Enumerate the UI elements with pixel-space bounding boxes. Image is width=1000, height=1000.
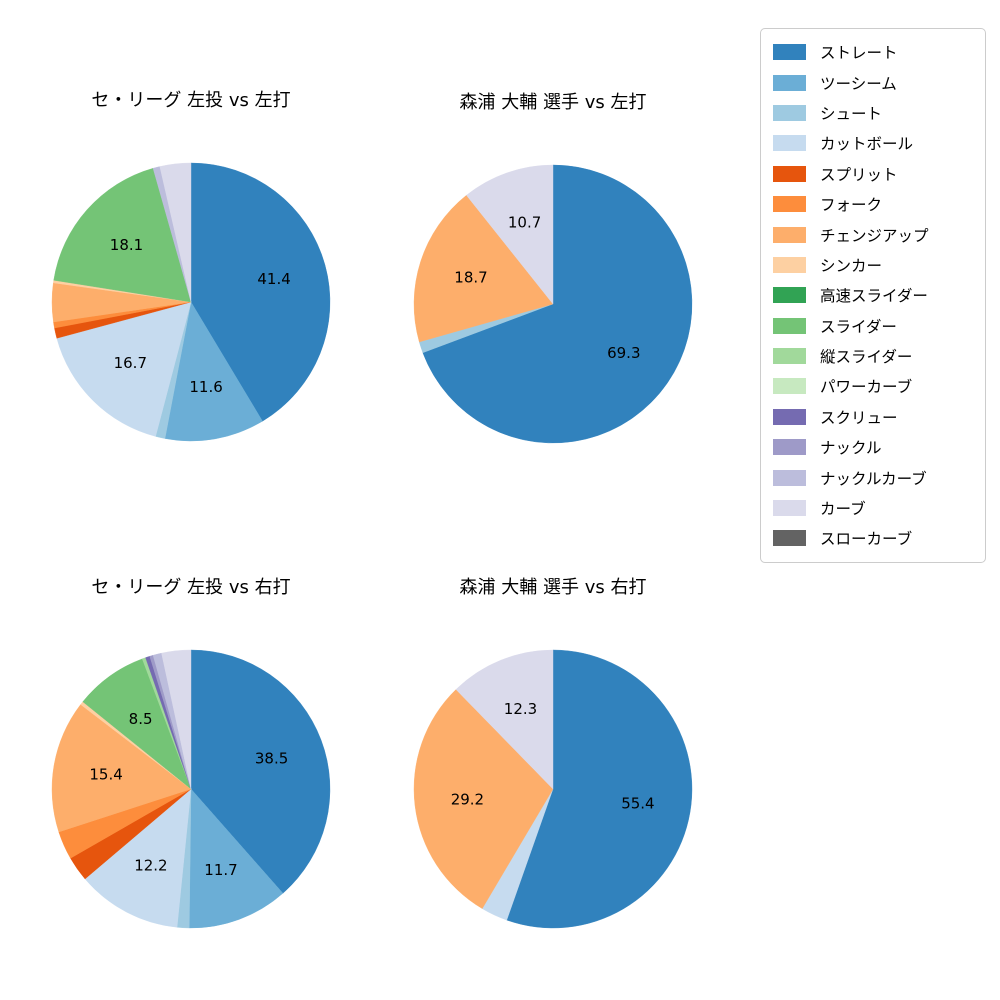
legend-item: シンカー [761, 250, 985, 280]
pie-slice [51, 704, 192, 833]
pie-wrap: 38.5 11.7 12.2 15.4 8.5 [51, 649, 331, 929]
legend-label: 高速スライダー [820, 287, 928, 306]
pie-slice [190, 649, 331, 894]
legend-items: ストレートツーシームシュートカットボール スプリットフォークチェンジアップ シンカー… [761, 37, 985, 554]
pie-slice [422, 164, 693, 444]
chart-title: セ・リーグ 左投 vs 左打 [91, 90, 291, 111]
pie-slice [159, 162, 192, 303]
pie-chart-league-vs-left: セ・リーグ 左投 vs 左打 41.4 11.6 16.7 18.1 [51, 88, 331, 442]
slice-value-label: 69.3 [607, 344, 640, 362]
pie-slice [413, 689, 554, 909]
pie-slice [161, 649, 192, 790]
legend-label: スプリット [820, 165, 898, 184]
legend-item: カットボール [761, 128, 985, 158]
legend: ストレートツーシームシュートカットボール スプリットフォークチェンジアップ シンカー… [760, 28, 986, 563]
legend-label: スライダー [820, 317, 897, 336]
pie-league-vs-right: 38.5 11.7 12.2 15.4 8.5 [51, 649, 331, 929]
legend-label: パワーカーブ [820, 378, 913, 397]
pie-player-vs-left: 69.3 18.7 10.7 [413, 164, 693, 444]
legend-item: パワーカーブ [761, 371, 985, 401]
slice-value-label: 12.3 [504, 700, 537, 718]
slice-value-label: 8.5 [129, 710, 153, 728]
pie-chart-player-vs-left: 森浦 大輔 選手 vs 左打 69.3 18.7 10.7 [413, 90, 693, 444]
pie-slice [189, 788, 284, 929]
legend-item: ナックルカーブ [761, 462, 985, 492]
pie-wrap: 55.4 29.2 12.3 [413, 649, 693, 929]
slice-value-label: 10.7 [508, 214, 541, 232]
legend-label: ツーシーム [820, 74, 897, 93]
slice-value-label: 18.1 [110, 236, 143, 254]
legend-item: 高速スライダー [761, 280, 985, 310]
slice-value-label: 18.7 [454, 269, 487, 287]
legend-swatch [773, 530, 806, 547]
pie-chart-league-vs-right: セ・リーグ 左投 vs 右打 38.5 11.7 12.2 15.4 8.5 [51, 575, 331, 929]
legend-item: スローカーブ [761, 523, 985, 553]
legend-label: シュート [820, 104, 883, 123]
legend-swatch [773, 408, 806, 425]
pie-wrap: 41.4 11.6 16.7 18.1 [51, 162, 331, 442]
slice-value-label: 11.6 [189, 378, 222, 396]
legend-swatch [773, 317, 806, 334]
legend-swatch [773, 348, 806, 365]
pie-slice [466, 164, 554, 305]
slice-value-label: 16.7 [114, 354, 147, 372]
slice-value-label: 12.2 [134, 856, 167, 874]
pie-slice [84, 788, 192, 928]
pie-slice [56, 301, 192, 437]
legend-label: ナックルカーブ [820, 469, 927, 488]
legend-swatch [773, 500, 806, 517]
legend-swatch [773, 256, 806, 273]
legend-swatch [773, 226, 806, 243]
chart-title: 森浦 大輔 選手 vs 左打 [459, 92, 647, 113]
slice-value-label: 11.7 [204, 861, 237, 879]
legend-item: 縦スライダー [761, 341, 985, 371]
legend-item: ナックル [761, 432, 985, 462]
legend-item: ストレート [761, 37, 985, 67]
legend-label: チェンジアップ [820, 226, 929, 245]
slice-value-label: 38.5 [255, 750, 288, 768]
pie-slice [413, 194, 554, 343]
legend-swatch [773, 287, 806, 304]
legend-item: チェンジアップ [761, 219, 985, 249]
legend-item: フォーク [761, 189, 985, 219]
pie-player-vs-right: 55.4 29.2 12.3 [413, 649, 693, 929]
legend-swatch [773, 196, 806, 213]
legend-item: スライダー [761, 311, 985, 341]
slice-value-label: 55.4 [621, 795, 654, 813]
legend-swatch [773, 469, 806, 486]
legend-swatch [773, 44, 806, 61]
legend-item: カーブ [761, 493, 985, 523]
legend-label: スクリュー [820, 408, 898, 427]
legend-swatch [773, 378, 806, 395]
legend-label: フォーク [820, 196, 883, 215]
pie-slice [190, 162, 331, 422]
chart-title: セ・リーグ 左投 vs 右打 [91, 577, 291, 598]
legend-label: 縦スライダー [820, 348, 913, 367]
legend-swatch [773, 439, 806, 456]
legend-label: スローカーブ [820, 530, 913, 549]
legend-item: シュート [761, 98, 985, 128]
pie-slice [164, 301, 263, 442]
pie-slice [455, 649, 554, 790]
legend-item: スクリュー [761, 402, 985, 432]
legend-label: シンカー [820, 256, 883, 275]
legend-swatch [773, 74, 806, 91]
pie-wrap: 69.3 18.7 10.7 [413, 164, 693, 444]
legend-item: ツーシーム [761, 67, 985, 97]
legend-label: ストレート [820, 44, 898, 63]
legend-swatch [773, 135, 806, 152]
pie-slice [53, 168, 192, 303]
chart-title: 森浦 大輔 選手 vs 右打 [459, 577, 647, 598]
pie-chart-player-vs-right: 森浦 大輔 選手 vs 右打 55.4 29.2 12.3 [413, 575, 693, 929]
pie-league-vs-left: 41.4 11.6 16.7 18.1 [51, 162, 331, 442]
slice-value-label: 15.4 [89, 765, 122, 783]
legend-swatch [773, 104, 806, 121]
legend-label: カットボール [820, 135, 914, 154]
legend-label: ナックル [820, 439, 882, 458]
legend-label: カーブ [820, 500, 866, 519]
legend-item: スプリット [761, 159, 985, 189]
legend-swatch [773, 165, 806, 182]
slice-value-label: 41.4 [257, 270, 290, 288]
slice-value-label: 29.2 [451, 790, 484, 808]
